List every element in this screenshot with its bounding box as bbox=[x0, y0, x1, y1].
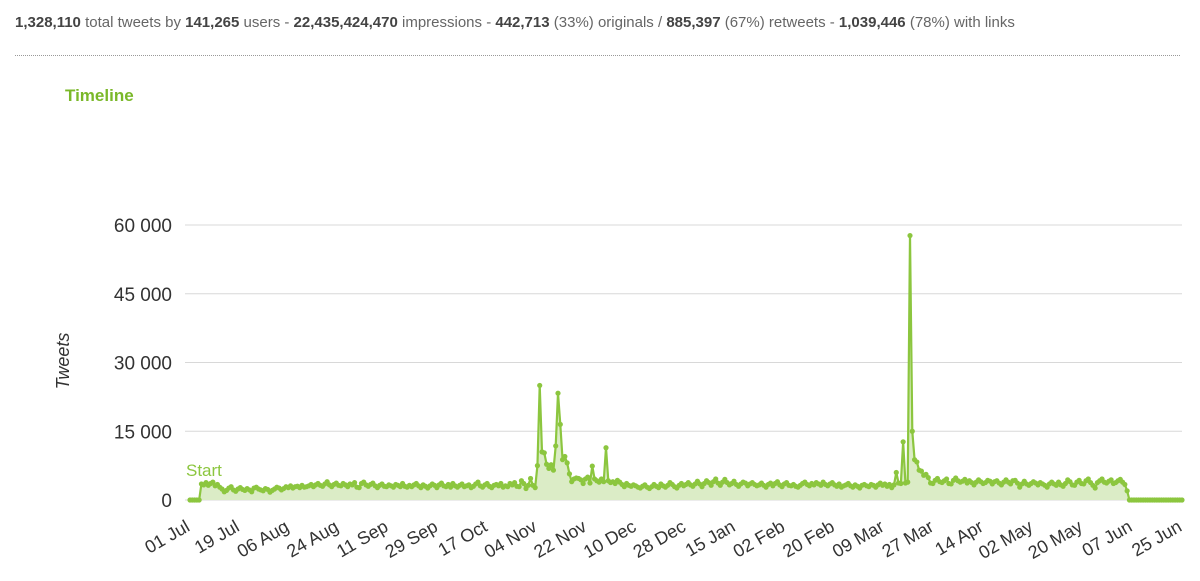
x-tick-label: 06 Aug bbox=[234, 516, 293, 561]
x-tick-label: 19 Jul bbox=[191, 516, 243, 557]
data-point[interactable] bbox=[356, 485, 362, 491]
data-point[interactable] bbox=[891, 482, 897, 488]
data-point[interactable] bbox=[555, 390, 561, 396]
x-tick-label: 10 Dec bbox=[580, 516, 639, 562]
x-tick-label: 24 Aug bbox=[283, 516, 342, 561]
data-point[interactable] bbox=[914, 459, 920, 465]
stats-summary: 1,328,110 total tweets by 141,265 users … bbox=[15, 14, 1015, 31]
impressions-count: 22,435,424,470 bbox=[293, 14, 398, 31]
data-point[interactable] bbox=[580, 480, 586, 487]
y-tick-label: 15 000 bbox=[114, 422, 172, 443]
series-points bbox=[187, 232, 1185, 503]
y-axis-label: Tweets bbox=[53, 333, 73, 390]
x-tick-label: 07 Jun bbox=[1079, 516, 1136, 560]
x-tick-label: 02 May bbox=[975, 516, 1036, 563]
data-point[interactable] bbox=[550, 467, 557, 473]
data-point[interactable] bbox=[893, 469, 899, 476]
data-point[interactable] bbox=[943, 476, 950, 482]
originals-count: 442,713 bbox=[495, 14, 550, 31]
x-tick-label: 20 May bbox=[1025, 516, 1086, 563]
data-point[interactable] bbox=[525, 482, 531, 488]
x-tick-label: 22 Nov bbox=[530, 516, 589, 562]
data-point[interactable] bbox=[601, 479, 607, 485]
start-annotation: Start bbox=[186, 461, 222, 480]
data-point[interactable] bbox=[1124, 488, 1130, 494]
x-tick-label: 15 Jan bbox=[682, 516, 739, 560]
data-point[interactable] bbox=[909, 428, 915, 434]
data-point[interactable] bbox=[548, 462, 554, 468]
data-point[interactable] bbox=[1014, 480, 1021, 486]
data-point[interactable] bbox=[905, 479, 911, 485]
data-point[interactable] bbox=[566, 471, 573, 477]
x-tick-label: 25 Jun bbox=[1128, 516, 1185, 560]
data-point[interactable] bbox=[541, 450, 547, 456]
x-tick-label: 04 Nov bbox=[481, 516, 540, 562]
x-tick-label: 20 Feb bbox=[779, 516, 838, 561]
y-tick-label: 0 bbox=[161, 491, 172, 512]
x-tick-label: 11 Sep bbox=[333, 516, 391, 561]
data-point[interactable] bbox=[527, 475, 534, 482]
y-tick-label: 60 000 bbox=[114, 216, 172, 237]
x-tick-label: 01 Jul bbox=[141, 516, 193, 557]
stats-text: users - bbox=[239, 14, 294, 31]
data-point[interactable] bbox=[900, 439, 906, 445]
data-point[interactable] bbox=[532, 485, 538, 491]
data-point[interactable] bbox=[585, 474, 591, 480]
x-tick-label: 29 Sep bbox=[382, 516, 441, 562]
links-count: 1,039,446 bbox=[838, 14, 906, 31]
stats-text: impressions - bbox=[397, 14, 496, 31]
stats-text: total tweets by bbox=[80, 14, 186, 31]
data-point[interactable] bbox=[587, 480, 593, 486]
data-point[interactable] bbox=[553, 443, 559, 449]
series-area bbox=[190, 234, 1182, 502]
data-point[interactable] bbox=[196, 497, 202, 503]
data-point[interactable] bbox=[925, 474, 931, 481]
data-point[interactable] bbox=[557, 421, 563, 427]
data-point[interactable] bbox=[351, 479, 358, 486]
y-tick-label: 45 000 bbox=[114, 285, 172, 306]
users-count: 141,265 bbox=[185, 14, 240, 31]
data-point[interactable] bbox=[907, 232, 913, 239]
series-line bbox=[190, 234, 1182, 502]
x-tick-label: 27 Mar bbox=[878, 516, 937, 561]
data-point[interactable] bbox=[521, 480, 527, 487]
x-tick-label: 28 Dec bbox=[630, 516, 689, 562]
y-axis-ticks: 0 15 000 30 000 45 000 60 000 bbox=[114, 216, 172, 512]
data-point[interactable] bbox=[1122, 481, 1128, 488]
data-point[interactable] bbox=[589, 463, 595, 469]
chart-title: Timeline bbox=[65, 86, 134, 105]
x-tick-label: 17 Oct bbox=[435, 516, 491, 560]
data-point[interactable] bbox=[516, 484, 522, 490]
x-tick-label: 02 Feb bbox=[730, 516, 789, 561]
data-point[interactable] bbox=[543, 461, 550, 467]
y-tick-label: 30 000 bbox=[114, 354, 172, 375]
stats-text: (67%) retweets - bbox=[720, 14, 839, 31]
stats-text: (78%) with links bbox=[905, 14, 1015, 31]
retweets-count: 885,397 bbox=[666, 14, 721, 31]
x-tick-label: 09 Mar bbox=[829, 516, 888, 561]
data-point[interactable] bbox=[603, 445, 609, 451]
series-area-fill bbox=[190, 235, 1182, 501]
data-point[interactable] bbox=[713, 476, 719, 482]
stats-text: (33%) originals / bbox=[549, 14, 667, 31]
data-point[interactable] bbox=[534, 463, 541, 469]
data-point[interactable] bbox=[562, 453, 568, 460]
dotted-divider bbox=[15, 55, 1180, 56]
data-point[interactable] bbox=[918, 468, 925, 474]
grid-lines bbox=[185, 224, 1182, 501]
data-point[interactable] bbox=[1179, 497, 1185, 503]
total-tweets-count: 1,328,110 bbox=[15, 14, 81, 31]
data-point[interactable] bbox=[564, 460, 570, 466]
data-point[interactable] bbox=[898, 480, 904, 487]
data-point[interactable] bbox=[537, 382, 543, 389]
data-point[interactable] bbox=[1092, 485, 1098, 491]
